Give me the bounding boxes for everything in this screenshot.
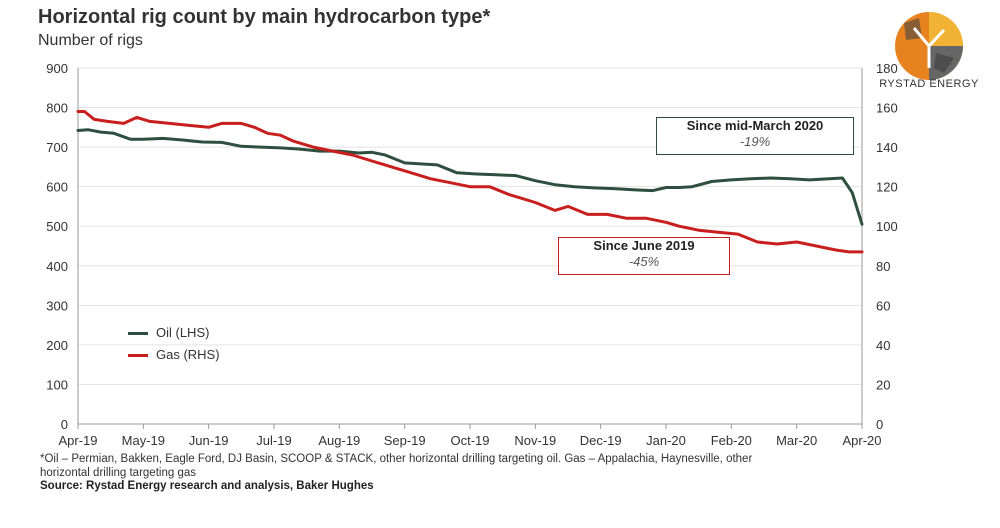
brand-name: RYSTAD ENERGY: [879, 78, 979, 90]
right-tick-label: 160: [876, 101, 898, 116]
legend-label-gas: Gas (RHS): [156, 347, 220, 362]
legend-item-gas: Gas (RHS): [128, 347, 220, 362]
source-note: Source: Rystad Energy research and analy…: [40, 480, 374, 492]
oil-series-line: [76, 128, 864, 226]
right-tick-label: 80: [876, 259, 890, 274]
gas-callout-head: Since June 2019: [593, 238, 695, 253]
right-tick-label: 20: [876, 377, 890, 392]
x-tick-label: Apr-20: [842, 433, 881, 448]
x-tick-label: May-19: [122, 433, 165, 448]
legend-label-oil: Oil (LHS): [156, 325, 210, 340]
right-tick-label: 60: [876, 298, 890, 313]
left-tick-label: 300: [46, 298, 68, 313]
grid: [78, 67, 862, 385]
legend-swatch-gas: [128, 354, 148, 358]
x-tick-label: Mar-20: [776, 433, 817, 448]
right-axis-ticks: 0 20 40 60 80 100 120 140 160 180: [876, 61, 898, 432]
oil-callout-head: Since mid-March 2020: [686, 118, 824, 133]
left-tick-label: 200: [46, 338, 68, 353]
right-tick-label: 120: [876, 180, 898, 195]
x-tick-label: Nov-19: [514, 433, 556, 448]
x-tick-label: Apr-19: [58, 433, 97, 448]
right-tick-label: 140: [876, 140, 898, 155]
x-tick-label: Aug-19: [318, 433, 360, 448]
left-tick-label: 100: [46, 377, 68, 392]
series-lines: [76, 110, 864, 254]
left-tick-label: 800: [46, 101, 68, 116]
gas-callout: Since June 2019 -45%: [558, 237, 730, 275]
footnote: *Oil – Permian, Bakken, Eagle Ford, DJ B…: [40, 453, 753, 479]
left-tick-label: 600: [46, 180, 68, 195]
x-tick-label: Jan-20: [646, 433, 686, 448]
x-tick-label: Oct-19: [450, 433, 489, 448]
gas-callout-value: -45%: [628, 254, 660, 269]
chart-title: Horizontal rig count by main hydrocarbon…: [38, 6, 491, 28]
x-tick-label: Feb-20: [711, 433, 752, 448]
gas-series-line: [76, 110, 864, 254]
chart-subtitle: Number of rigs: [38, 32, 143, 49]
right-tick-label: 100: [876, 219, 898, 234]
x-tick-label: Sep-19: [384, 433, 426, 448]
oil-callout-value: -19%: [739, 134, 771, 149]
left-tick-label: 500: [46, 219, 68, 234]
x-tick-label: Dec-19: [580, 433, 622, 448]
left-tick-label: 400: [46, 259, 68, 274]
rystad-logo-icon: [895, 12, 963, 80]
left-tick-label: 700: [46, 140, 68, 155]
right-tick-label: 0: [876, 417, 883, 432]
x-tick-label: Jul-19: [256, 433, 291, 448]
x-tick-label: Jun-19: [189, 433, 229, 448]
left-tick-label: 0: [61, 417, 68, 432]
right-tick-label: 40: [876, 338, 890, 353]
legend-swatch-oil: [128, 332, 148, 336]
left-tick-label: 900: [46, 61, 68, 76]
right-tick-label: 180: [876, 61, 898, 76]
x-axis-ticks: Apr-19 May-19 Jun-19 Jul-19 Aug-19 Sep-19 Oct-…: [58, 424, 882, 448]
oil-callout: Since mid-March 2020 -19%: [656, 117, 854, 155]
left-axis-ticks: 0 100 200 300 400 500 600 700 800 900: [46, 61, 68, 432]
legend-item-oil: Oil (LHS): [128, 325, 209, 340]
